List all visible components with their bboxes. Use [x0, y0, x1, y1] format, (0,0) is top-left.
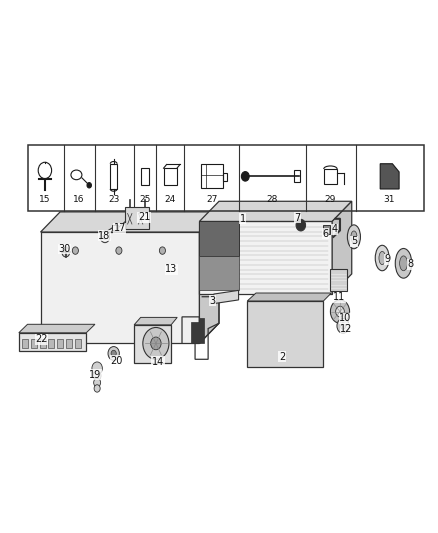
Bar: [110, 164, 117, 189]
Circle shape: [337, 318, 349, 333]
Polygon shape: [247, 301, 323, 367]
Text: 20: 20: [110, 356, 123, 366]
Circle shape: [93, 371, 101, 381]
Text: 30: 30: [58, 244, 71, 254]
Text: 8: 8: [407, 260, 413, 269]
Text: 28: 28: [266, 196, 278, 205]
Polygon shape: [19, 324, 95, 333]
Text: 23: 23: [108, 196, 120, 205]
Text: 9: 9: [385, 254, 391, 264]
Circle shape: [92, 362, 102, 375]
Text: 24: 24: [165, 196, 176, 205]
Ellipse shape: [379, 252, 385, 265]
Polygon shape: [41, 212, 219, 232]
Bar: [330, 269, 346, 292]
Polygon shape: [113, 225, 118, 230]
Circle shape: [340, 322, 346, 329]
Polygon shape: [134, 325, 171, 363]
Bar: [223, 173, 227, 181]
Bar: [48, 338, 54, 348]
Polygon shape: [134, 317, 177, 325]
Ellipse shape: [395, 248, 412, 278]
Polygon shape: [199, 256, 239, 290]
Text: 10: 10: [339, 313, 351, 324]
Circle shape: [330, 300, 350, 323]
Text: 3: 3: [209, 296, 215, 306]
Circle shape: [159, 247, 166, 254]
Circle shape: [108, 346, 119, 360]
Bar: [201, 165, 223, 188]
Circle shape: [72, 247, 78, 254]
Circle shape: [94, 385, 100, 392]
Circle shape: [296, 219, 306, 231]
Text: 5: 5: [351, 236, 357, 246]
Text: 11: 11: [333, 292, 345, 302]
Text: 7: 7: [294, 213, 300, 223]
Text: 15: 15: [39, 196, 51, 205]
Bar: [324, 169, 337, 184]
Circle shape: [151, 337, 161, 350]
Circle shape: [100, 231, 110, 243]
Ellipse shape: [351, 231, 357, 243]
Text: 25: 25: [139, 196, 151, 205]
Circle shape: [241, 172, 249, 181]
Text: 2: 2: [279, 352, 285, 361]
Text: 21: 21: [138, 212, 150, 222]
Polygon shape: [380, 164, 399, 189]
Text: 16: 16: [73, 196, 85, 205]
Text: 14: 14: [152, 357, 164, 367]
Bar: [66, 338, 72, 348]
Ellipse shape: [375, 245, 389, 271]
Polygon shape: [19, 333, 86, 351]
Polygon shape: [41, 232, 199, 343]
Text: 17: 17: [113, 223, 126, 233]
Text: 27: 27: [206, 196, 217, 205]
Text: 13: 13: [165, 264, 177, 274]
Bar: [28, 144, 424, 211]
Bar: [22, 338, 28, 348]
Text: 22: 22: [35, 334, 48, 344]
Bar: [141, 168, 148, 184]
Polygon shape: [199, 212, 219, 343]
Ellipse shape: [399, 256, 407, 271]
Circle shape: [103, 234, 107, 239]
Bar: [31, 338, 37, 348]
Polygon shape: [214, 290, 239, 304]
Circle shape: [62, 247, 70, 257]
Polygon shape: [191, 318, 204, 343]
Text: 18: 18: [99, 231, 111, 241]
Polygon shape: [199, 221, 332, 294]
Bar: [294, 171, 300, 182]
Circle shape: [143, 327, 169, 359]
Circle shape: [336, 306, 344, 317]
Text: 29: 29: [325, 196, 336, 205]
Circle shape: [87, 183, 92, 188]
Text: 4: 4: [331, 224, 337, 235]
Bar: [57, 338, 63, 348]
Text: 31: 31: [383, 196, 395, 205]
Text: 19: 19: [89, 370, 101, 379]
Ellipse shape: [347, 225, 360, 249]
Bar: [163, 168, 177, 184]
Text: 12: 12: [340, 324, 353, 334]
Bar: [74, 338, 81, 348]
Circle shape: [94, 378, 101, 387]
Bar: [40, 338, 46, 348]
Polygon shape: [199, 201, 352, 221]
Polygon shape: [247, 293, 331, 301]
Bar: [323, 225, 330, 233]
Text: 1: 1: [240, 214, 246, 224]
Polygon shape: [199, 221, 239, 256]
Circle shape: [111, 350, 116, 357]
Circle shape: [116, 247, 122, 254]
Text: 6: 6: [322, 229, 328, 239]
Bar: [125, 207, 149, 229]
Polygon shape: [332, 201, 352, 294]
